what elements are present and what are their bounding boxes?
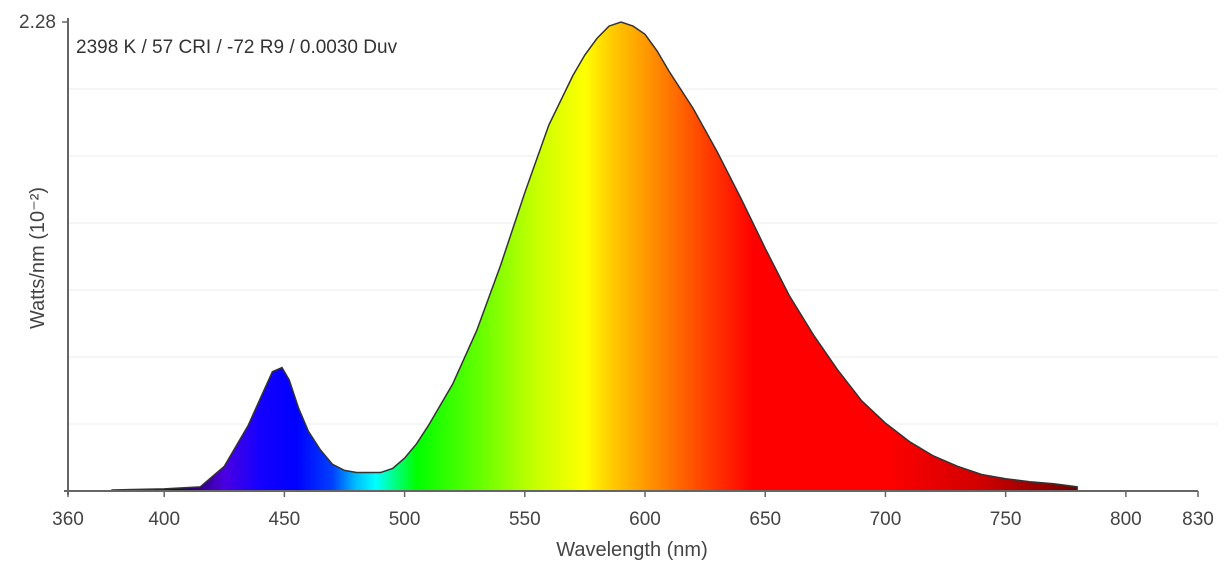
x-tick-label: 550 — [509, 509, 541, 530]
x-tick-label: 800 — [1110, 509, 1142, 530]
x-tick-label: 750 — [990, 509, 1022, 530]
spectrum-curve — [111, 21, 1078, 491]
x-tick-label: 830 — [1182, 509, 1214, 530]
x-tick-label: 360 — [52, 509, 84, 530]
y-tick-label: 2.28 — [19, 12, 56, 33]
x-tick-label: 400 — [148, 509, 180, 530]
x-tick-label: 500 — [389, 509, 421, 530]
x-tick-label: 450 — [269, 509, 301, 530]
x-axis-label: Wavelength (nm) — [556, 539, 708, 561]
spectrum-area — [111, 22, 1078, 491]
y-axis-label: Watts/nm (10⁻²) — [27, 187, 49, 329]
measurement-annotation: 2398 K / 57 CRI / -72 R9 / 0.0030 Duv — [76, 37, 398, 58]
x-tick-label: 650 — [749, 509, 781, 530]
y-ticks: 2.28 — [19, 12, 68, 33]
x-ticks: 360 400 450 500 550 600 650 700 750 800 830 — [52, 491, 1214, 530]
x-tick-label: 700 — [870, 509, 902, 530]
x-tick-label: 600 — [629, 509, 661, 530]
